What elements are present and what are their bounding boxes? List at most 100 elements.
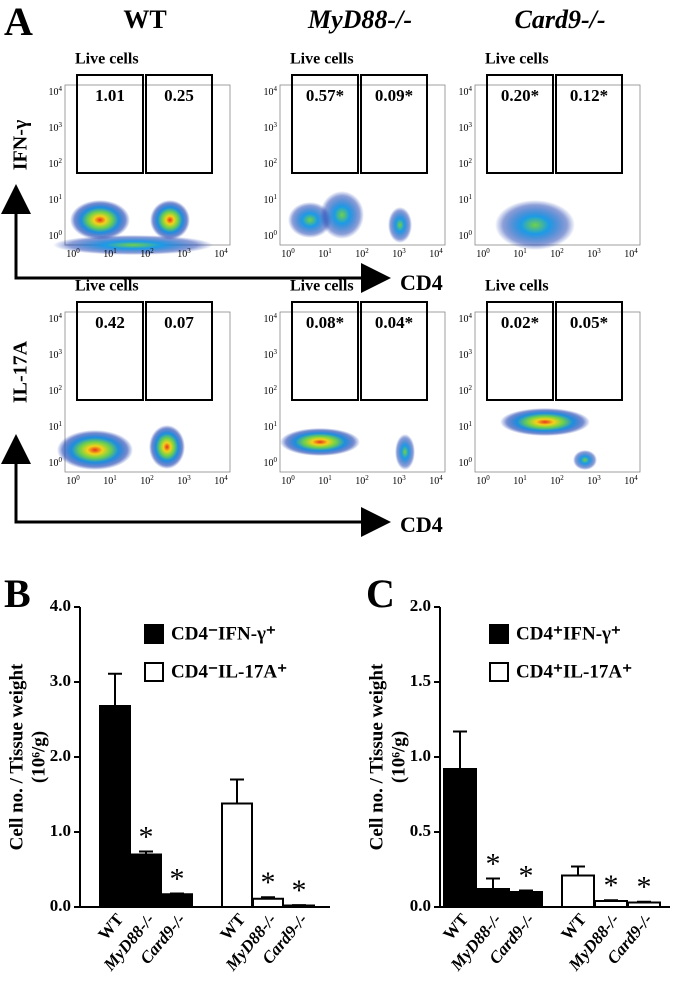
tick-exponent: 1 [469,420,473,428]
y-axis-label: (10⁶/g) [28,731,49,783]
tick-exponent: 0 [274,456,278,464]
tick-base: 10 [264,195,274,206]
gate-percentage: 0.57* [306,86,344,105]
gate-title: Live cells [485,278,549,295]
x-tick-label: 100 [66,474,80,488]
x-tick-label: 101 [318,474,332,488]
tick-exponent: 3 [597,474,601,482]
gate [145,301,213,401]
y-tick-label: 0.5 [410,821,431,840]
x-tick-label: 103 [392,474,406,488]
tick-base: 10 [177,476,187,487]
y-tick-label: 102 [49,157,63,171]
bar [283,904,315,908]
legend-label: CD4⁺IL-17A⁺ [516,661,632,682]
tick-base: 10 [214,249,224,260]
gate [486,74,554,174]
tick-exponent: 3 [274,348,278,356]
tick-exponent: 2 [150,247,154,255]
x-tick-label: 100 [66,247,80,261]
tick-exponent: 4 [59,85,63,93]
tick-exponent: 1 [523,247,527,255]
tick-exponent: 2 [365,474,369,482]
tick-exponent: 1 [328,474,332,482]
y-tick-label: 103 [264,348,278,362]
tick-exponent: 4 [634,474,638,482]
gate [76,74,144,174]
significance-mark: * [519,859,534,892]
tick-exponent: 0 [291,247,295,255]
tick-exponent: 1 [274,420,278,428]
gate-percentage: 0.05* [570,313,608,332]
y-tick-label: 101 [264,193,278,207]
x-tick-label: 100 [281,474,295,488]
y-axis-label: (10⁶/g) [388,731,409,783]
y-tick-label: 103 [49,121,63,135]
tick-exponent: 1 [59,420,63,428]
density-cloud [149,425,185,469]
gate-title: Live cells [290,51,354,68]
tick-base: 10 [459,195,469,206]
x-tick-label: 104 [624,474,638,488]
significance-mark: * [139,820,154,853]
tick-exponent: 3 [469,348,473,356]
bar [99,705,131,908]
tick-base: 10 [264,231,274,242]
density-cloud [280,428,360,456]
y-tick-label: 104 [264,85,278,99]
gate [360,74,428,174]
tick-exponent: 2 [469,384,473,392]
tick-exponent: 4 [224,247,228,255]
tick-exponent: 0 [291,474,295,482]
tick-base: 10 [49,314,59,325]
y-axis-label: IFN-γ [10,119,32,170]
tick-base: 10 [429,249,439,260]
tick-exponent: 1 [328,247,332,255]
tick-base: 10 [459,123,469,134]
density-cloud [388,207,412,243]
gate-percentage: 0.20* [501,86,539,105]
x-tick-label: 104 [214,474,228,488]
gate [291,301,359,401]
y-tick-label: 0.0 [410,896,431,915]
tick-base: 10 [49,159,59,170]
gate-title: Live cells [290,278,354,295]
gate [486,301,554,401]
x-tick-label: 103 [177,247,191,261]
density-cloud [500,408,590,436]
y-tick-label: 102 [49,384,63,398]
gate-title: Live cells [75,278,139,295]
y-tick-label: 2.0 [410,596,431,615]
gate-percentage: 0.04* [375,313,413,332]
tick-exponent: 3 [402,247,406,255]
tick-base: 10 [429,476,439,487]
axis-arrow [14,465,391,537]
tick-base: 10 [459,87,469,98]
x-tick-label: 104 [429,474,443,488]
y-tick-label: 0.0 [50,896,71,915]
x-tick-label: 100 [476,247,490,261]
x-axis-label: CD4 [400,512,443,537]
x-tick-label: 102 [140,247,154,261]
bar [221,802,253,908]
tick-base: 10 [624,249,634,260]
y-tick-label: 104 [49,312,63,326]
x-tick-label: 101 [513,474,527,488]
y-tick-label: 104 [49,85,63,99]
y-tick-label: 101 [459,420,473,434]
x-tick-label: 103 [392,247,406,261]
x-tick-label: 103 [587,247,601,261]
y-tick-label: 100 [49,229,63,243]
gate-title: Live cells [75,51,139,68]
significance-mark: * [604,869,619,902]
y-tick-label: 102 [264,384,278,398]
y-tick-label: 103 [459,121,473,135]
gate-title: Live cells [485,51,549,68]
bar [627,901,661,908]
tick-base: 10 [624,476,634,487]
y-axis-label: Cell no. / Tissue weight [6,663,27,850]
tick-base: 10 [264,314,274,325]
bar [476,888,510,908]
tick-base: 10 [264,87,274,98]
